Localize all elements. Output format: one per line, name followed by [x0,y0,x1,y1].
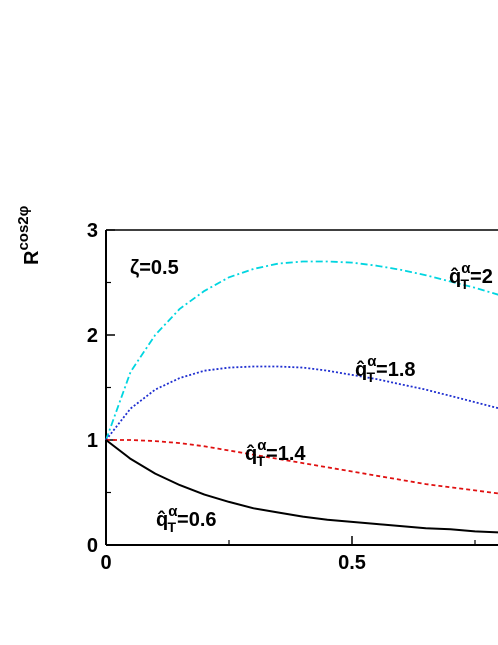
curve-label-0.6: q̂α T=0.6 [156,503,217,535]
curve-label-1.8: q̂α T=1.8 [355,353,416,385]
series-layer [105,260,498,534]
y-tick-label: 1 [87,430,98,452]
x-tick-label: 0 [100,552,111,574]
zeta-annotation: ζ=0.5 [130,257,179,279]
y-tick-label: 3 [87,220,98,242]
curve-label-2: q̂α T=2 [449,260,493,292]
chart-axes [105,229,498,546]
y-tick-label: 0 [87,535,98,557]
y-axis-label: Rcos2φ [15,205,43,265]
y-tick-label: 2 [87,325,98,347]
series-line-0.6 [105,439,498,534]
x-tick-label: 0.5 [338,552,366,574]
series-line-1.8 [105,365,498,441]
series-line-1.4 [106,439,498,495]
series-line-2 [105,260,498,441]
chart-labels: 0 1 2 3 0 0.5 Rcos2φ ζ=0.5 q̂α T=2 q̂α T=1.8 q̂α T=1.… [15,205,493,574]
curve-label-1.4: q̂α T=1.4 [245,437,306,469]
